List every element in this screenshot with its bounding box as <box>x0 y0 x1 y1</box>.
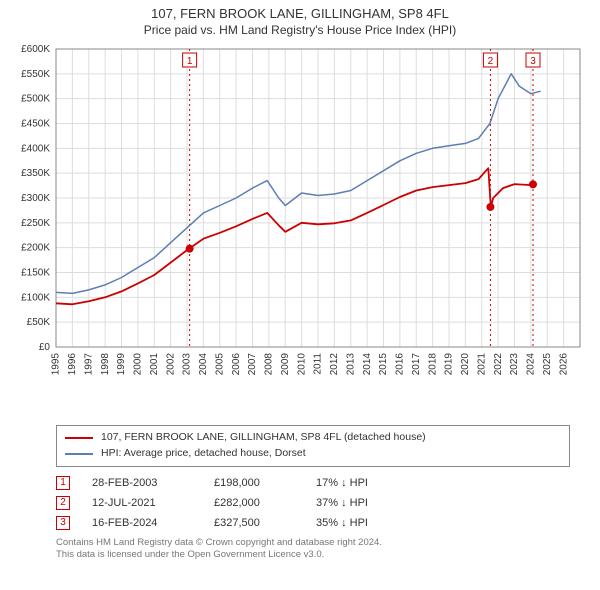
svg-text:2002: 2002 <box>165 353 176 376</box>
legend-item: 107, FERN BROOK LANE, GILLINGHAM, SP8 4F… <box>65 430 561 446</box>
footer-line1: Contains HM Land Registry data © Crown c… <box>56 537 570 550</box>
legend-item: HPI: Average price, detached house, Dors… <box>65 446 561 462</box>
svg-text:3: 3 <box>530 56 536 67</box>
svg-text:2011: 2011 <box>313 353 324 375</box>
svg-text:2008: 2008 <box>264 353 275 376</box>
event-badge: 2 <box>56 496 70 510</box>
svg-text:£500K: £500K <box>21 94 50 105</box>
svg-text:1995: 1995 <box>51 353 62 376</box>
chart-container: 107, FERN BROOK LANE, GILLINGHAM, SP8 4F… <box>0 0 600 562</box>
svg-text:2005: 2005 <box>214 353 225 376</box>
svg-text:£600K: £600K <box>21 44 50 55</box>
svg-text:2003: 2003 <box>182 353 193 376</box>
svg-text:2: 2 <box>488 56 494 67</box>
svg-text:2018: 2018 <box>427 353 438 376</box>
svg-text:£150K: £150K <box>21 268 50 279</box>
event-price: £282,000 <box>214 497 294 509</box>
titles: 107, FERN BROOK LANE, GILLINGHAM, SP8 4F… <box>0 0 600 39</box>
svg-text:1997: 1997 <box>83 353 94 376</box>
svg-text:£350K: £350K <box>21 168 50 179</box>
svg-text:2010: 2010 <box>296 353 307 376</box>
svg-text:2023: 2023 <box>509 353 520 376</box>
svg-text:2024: 2024 <box>526 353 537 376</box>
footer: Contains HM Land Registry data © Crown c… <box>56 537 570 563</box>
svg-text:2017: 2017 <box>411 353 422 376</box>
chart-svg: £0 £50K £100K £150K £200K £250K £300K £350K £400… <box>0 39 600 419</box>
event-date: 16-FEB-2024 <box>92 517 192 529</box>
legend-label: HPI: Average price, detached house, Dors… <box>101 446 306 462</box>
legend-label: 107, FERN BROOK LANE, GILLINGHAM, SP8 4F… <box>101 430 426 446</box>
svg-text:2022: 2022 <box>493 353 504 376</box>
svg-text:£50K: £50K <box>27 317 51 328</box>
event-date: 12-JUL-2021 <box>92 497 192 509</box>
svg-text:£200K: £200K <box>21 243 50 254</box>
title-line1: 107, FERN BROOK LANE, GILLINGHAM, SP8 4F… <box>10 6 590 21</box>
title-line2: Price paid vs. HM Land Registry's House … <box>10 23 590 37</box>
svg-text:1999: 1999 <box>116 353 127 376</box>
event-date: 28-FEB-2003 <box>92 477 192 489</box>
svg-text:2015: 2015 <box>378 353 389 376</box>
svg-text:2026: 2026 <box>558 353 569 376</box>
svg-text:2009: 2009 <box>280 353 291 376</box>
svg-text:£400K: £400K <box>21 143 50 154</box>
svg-text:1998: 1998 <box>100 353 111 376</box>
event-price: £327,500 <box>214 517 294 529</box>
legend: 107, FERN BROOK LANE, GILLINGHAM, SP8 4F… <box>56 425 570 467</box>
svg-text:2006: 2006 <box>231 353 242 376</box>
footer-line2: This data is licensed under the Open Gov… <box>56 549 570 562</box>
svg-text:2014: 2014 <box>362 353 373 376</box>
svg-text:2025: 2025 <box>542 353 553 376</box>
chart: £0 £50K £100K £150K £200K £250K £300K £350K £400… <box>0 39 600 419</box>
event-row: 3 16-FEB-2024 £327,500 35% ↓ HPI <box>56 513 570 533</box>
svg-text:£300K: £300K <box>21 193 50 204</box>
svg-text:£250K: £250K <box>21 218 50 229</box>
svg-text:2012: 2012 <box>329 353 340 376</box>
svg-text:£0: £0 <box>39 342 51 353</box>
svg-text:2000: 2000 <box>133 353 144 376</box>
svg-text:2001: 2001 <box>149 353 160 376</box>
svg-text:1996: 1996 <box>67 353 78 376</box>
svg-text:2021: 2021 <box>476 353 487 376</box>
event-row: 2 12-JUL-2021 £282,000 37% ↓ HPI <box>56 493 570 513</box>
svg-text:2019: 2019 <box>444 353 455 376</box>
legend-swatch <box>65 437 93 439</box>
event-price: £198,000 <box>214 477 294 489</box>
svg-text:£550K: £550K <box>21 69 50 80</box>
svg-text:2016: 2016 <box>395 353 406 376</box>
svg-text:2013: 2013 <box>345 353 356 376</box>
event-badge: 1 <box>56 476 70 490</box>
events-table: 1 28-FEB-2003 £198,000 17% ↓ HPI 2 12-JUL-202… <box>56 473 570 533</box>
event-delta: 37% ↓ HPI <box>316 497 406 509</box>
svg-text:2004: 2004 <box>198 353 209 376</box>
svg-text:1: 1 <box>187 56 193 67</box>
svg-text:£450K: £450K <box>21 119 50 130</box>
event-row: 1 28-FEB-2003 £198,000 17% ↓ HPI <box>56 473 570 493</box>
svg-text:£100K: £100K <box>21 292 50 303</box>
svg-text:2020: 2020 <box>460 353 471 376</box>
legend-swatch <box>65 453 93 455</box>
event-delta: 35% ↓ HPI <box>316 517 406 529</box>
event-badge: 3 <box>56 516 70 530</box>
svg-text:2007: 2007 <box>247 353 258 376</box>
event-delta: 17% ↓ HPI <box>316 477 406 489</box>
